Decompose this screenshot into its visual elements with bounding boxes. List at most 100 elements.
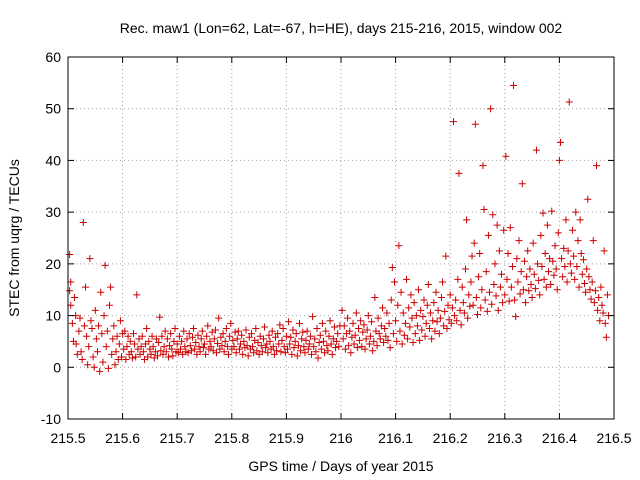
data-point (363, 326, 371, 334)
data-point (214, 339, 222, 347)
data-point (102, 343, 110, 351)
data-point (452, 296, 460, 304)
data-point (404, 335, 412, 343)
data-point (518, 180, 526, 188)
data-point (409, 338, 417, 346)
data-point (487, 105, 495, 113)
y-axis: -10 0 10 20 30 40 50 60 (41, 49, 614, 427)
data-point (465, 291, 473, 299)
data-point (324, 347, 332, 355)
data-point (158, 332, 166, 340)
data-points (66, 81, 613, 375)
x-tick-label: 215.7 (160, 430, 195, 446)
data-point (418, 326, 426, 334)
data-point (334, 330, 342, 338)
data-point (457, 321, 465, 329)
data-point (436, 314, 444, 322)
data-point (567, 269, 575, 277)
data-point (133, 291, 141, 299)
data-point (561, 262, 569, 270)
data-point (501, 291, 509, 299)
data-point (493, 221, 501, 229)
data-point (325, 332, 333, 340)
data-point (188, 333, 196, 341)
data-point (86, 255, 94, 263)
data-point (525, 287, 533, 295)
data-point (128, 354, 136, 362)
data-point (332, 344, 340, 352)
data-point (590, 299, 598, 307)
data-point (543, 221, 551, 229)
data-point (139, 348, 147, 356)
data-point (594, 306, 602, 314)
data-point (178, 337, 186, 345)
data-point (558, 255, 566, 263)
data-point (393, 337, 401, 345)
data-point (253, 347, 261, 355)
data-point (211, 326, 219, 334)
data-point (341, 345, 349, 353)
data-point (308, 350, 316, 358)
data-point (137, 343, 145, 351)
data-point (90, 363, 98, 371)
data-point (79, 218, 87, 226)
data-point (565, 98, 573, 106)
data-point (282, 332, 290, 340)
data-point (317, 345, 325, 353)
data-point (101, 261, 109, 269)
data-point (108, 350, 116, 358)
data-point (171, 325, 179, 332)
data-point (574, 237, 582, 245)
y-tick-label: 30 (45, 204, 61, 220)
data-point (266, 337, 274, 345)
data-point (362, 335, 370, 343)
x-tick-label: 216 (329, 430, 353, 446)
data-point (302, 336, 310, 344)
data-point (547, 281, 555, 289)
data-point (221, 337, 229, 345)
data-point (596, 317, 604, 325)
data-point (427, 309, 435, 317)
data-point (286, 340, 294, 348)
data-point (305, 340, 313, 348)
data-point (314, 354, 322, 362)
data-point (194, 331, 202, 339)
data-point (468, 252, 476, 260)
data-point (494, 306, 502, 314)
data-point (391, 278, 399, 286)
data-point (536, 291, 544, 299)
data-point (279, 325, 287, 332)
data-point (359, 328, 367, 336)
data-point (448, 304, 456, 312)
data-point (458, 283, 466, 291)
data-point (383, 309, 391, 317)
data-point (283, 345, 291, 353)
y-tick-label: 60 (45, 49, 61, 65)
data-point (538, 262, 546, 270)
data-point (344, 314, 352, 322)
data-point (591, 287, 599, 295)
data-point (131, 340, 139, 348)
data-point (514, 278, 522, 286)
data-point (80, 322, 88, 330)
data-point (412, 312, 420, 320)
data-point (384, 336, 392, 344)
data-point (207, 343, 215, 351)
data-point (535, 276, 543, 284)
data-point (160, 343, 168, 351)
data-point (397, 288, 405, 296)
data-point (424, 281, 432, 289)
data-point (430, 299, 438, 307)
data-point (127, 348, 135, 356)
data-point (495, 247, 503, 255)
data-point (109, 335, 117, 343)
x-axis-label: GPS time / Days of year 2015 (248, 458, 433, 474)
data-point (229, 336, 237, 344)
data-point (407, 291, 415, 299)
data-point (366, 332, 374, 340)
data-point (598, 301, 606, 309)
data-point (288, 350, 296, 358)
data-point (281, 349, 289, 357)
data-point (235, 345, 243, 353)
